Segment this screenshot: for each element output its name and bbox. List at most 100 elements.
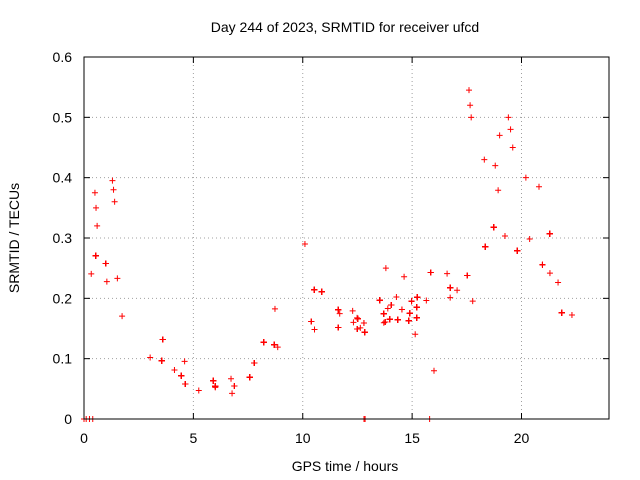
x-tick-label: 15: [404, 430, 420, 446]
data-point: [509, 144, 516, 151]
data-point: [181, 358, 188, 365]
data-point: [539, 261, 546, 268]
data-point: [501, 232, 508, 239]
data-point: [361, 329, 368, 336]
data-point: [505, 114, 512, 121]
data-point: [546, 230, 553, 237]
data-point: [394, 316, 401, 323]
data-point: [111, 198, 118, 205]
data-point: [354, 315, 361, 322]
data-point: [466, 87, 472, 94]
data-point: [382, 318, 389, 325]
data-point: [349, 307, 356, 314]
data-point: [251, 359, 258, 366]
x-tick-label: 10: [295, 430, 311, 446]
data-point: [464, 272, 471, 279]
data-point: [388, 301, 395, 308]
data-point: [413, 314, 420, 321]
data-point: [159, 336, 166, 343]
data-point: [301, 241, 308, 248]
data-point: [393, 294, 400, 301]
data-point: [311, 286, 318, 293]
data-point: [109, 177, 116, 184]
data-point: [311, 326, 318, 333]
data-point: [260, 339, 267, 346]
x-tick-label: 20: [514, 430, 530, 446]
data-point: [384, 305, 391, 312]
data-point: [354, 326, 361, 333]
data-point: [271, 341, 278, 348]
data-point: [401, 273, 408, 280]
data-point: [555, 279, 562, 286]
data-point: [147, 354, 154, 361]
data-point: [454, 287, 461, 294]
data-point: [447, 284, 454, 291]
data-point: [210, 377, 217, 384]
data-point: [414, 294, 421, 301]
data-point: [94, 222, 101, 229]
data-point: [490, 224, 497, 231]
data-point: [229, 390, 236, 397]
y-axis-label: SRMTID / TECUs: [6, 183, 22, 293]
data-point: [382, 265, 389, 272]
data-point: [308, 318, 315, 325]
y-tick-label: 0.3: [53, 230, 73, 246]
data-point: [376, 297, 383, 304]
data-point: [271, 305, 278, 312]
data-point: [492, 162, 499, 169]
data-point: [380, 310, 387, 317]
data-point: [423, 297, 430, 304]
data-point: [119, 313, 126, 320]
data-point: [171, 367, 178, 374]
data-point: [558, 309, 565, 316]
data-point: [467, 102, 474, 109]
axis-ticks: 0 0.1 0.2 0.3 0.4 0.5 0.6 0 5 10 15 20: [53, 49, 609, 446]
data-point: [354, 314, 361, 321]
data-point: [114, 275, 121, 282]
data-point: [514, 247, 521, 254]
data-point: [110, 186, 117, 193]
data-point: [195, 387, 202, 394]
data-point: [91, 189, 98, 196]
data-point: [350, 319, 357, 326]
data-point: [336, 310, 343, 317]
data-point: [103, 278, 110, 285]
data-point: [380, 319, 387, 326]
x-tick-label: 0: [80, 430, 88, 446]
data-point: [182, 380, 189, 387]
y-tick-label: 0.5: [53, 109, 73, 125]
data-point: [386, 316, 393, 323]
data-point: [231, 383, 238, 390]
data-point: [522, 174, 529, 181]
data-point: [92, 252, 99, 259]
data-point: [318, 288, 325, 295]
x-axis-label: GPS time / hours: [292, 458, 399, 474]
data-point: [469, 298, 476, 305]
data-point: [408, 298, 415, 305]
data-point: [482, 243, 489, 250]
grid-layer: [84, 57, 609, 419]
y-tick-label: 0.4: [53, 170, 73, 186]
data-point: [158, 357, 165, 364]
data-point: [398, 306, 405, 313]
data-point: [360, 319, 367, 326]
data-point: [536, 183, 542, 190]
data-point: [427, 269, 434, 276]
data-point: [357, 324, 364, 331]
data-point: [431, 367, 437, 374]
data-point: [93, 204, 100, 211]
data-point: [335, 324, 342, 331]
y-tick-label: 0.6: [53, 49, 73, 65]
y-tick-label: 0.2: [53, 290, 73, 306]
y-tick-label: 0.1: [53, 351, 73, 367]
data-point: [228, 375, 235, 382]
data-point: [412, 331, 419, 338]
data-point: [526, 236, 533, 243]
data-point: [212, 383, 219, 390]
data-point: [444, 270, 451, 277]
data-point: [335, 306, 342, 313]
data-point: [568, 312, 575, 319]
data-point: [178, 372, 185, 379]
